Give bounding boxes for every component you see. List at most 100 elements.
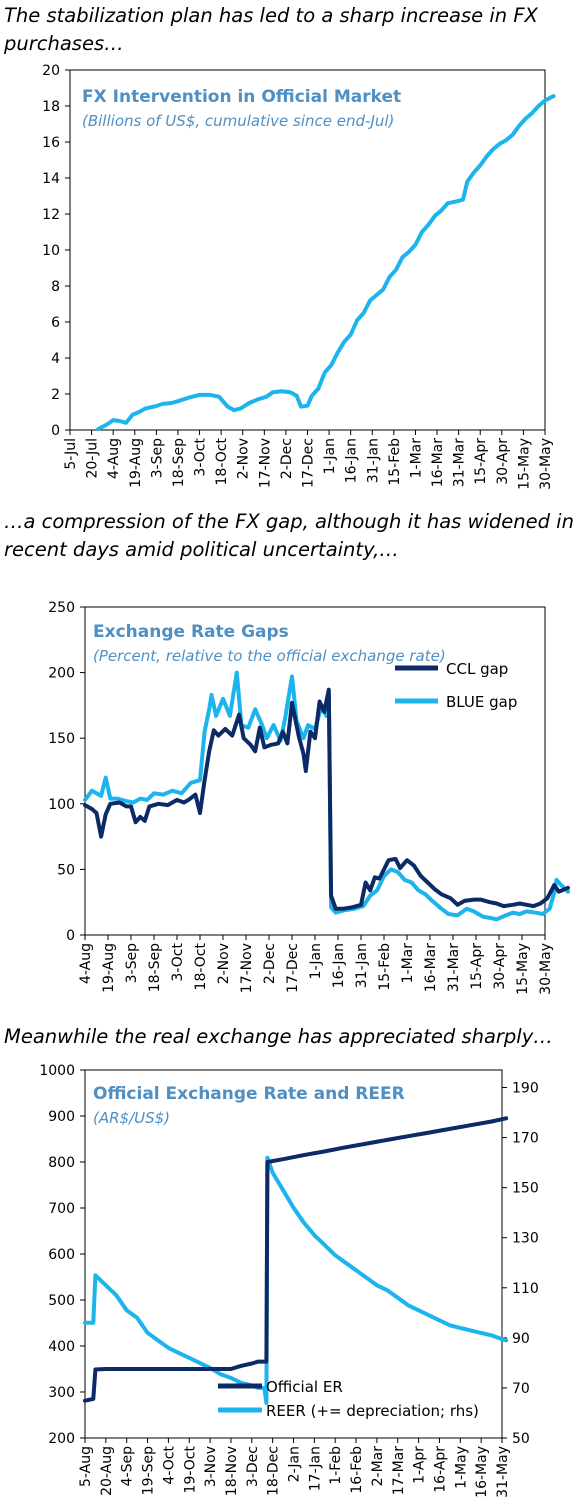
x-tick-label: 2-Nov — [216, 943, 232, 984]
x-tick-label: 30-May — [538, 943, 554, 995]
x-tick-label: 3-Sep — [124, 943, 140, 983]
x-tick-label: 1-Jan — [322, 438, 338, 474]
x-tick-label: 15-Apr — [473, 438, 489, 485]
x-tick-label: 18-Dec — [266, 1446, 282, 1496]
x-tick-label: 17-Mar — [391, 1446, 407, 1496]
series-line-fx-intervention — [96, 94, 556, 432]
y-tick-label: 4 — [51, 351, 60, 367]
x-tick-label: 31-Mar — [452, 438, 468, 488]
y-tick-label: 400 — [48, 1339, 75, 1355]
y-right-tick-label: 90 — [512, 1331, 530, 1347]
y-tick-label: 0 — [51, 423, 60, 439]
legend-label-reer: REER (+= depreciation; rhs) — [266, 1402, 479, 1420]
y-tick-label: 20 — [42, 63, 60, 79]
x-tick-label: 30-Apr — [495, 438, 511, 485]
y-tick-label: 100 — [48, 797, 75, 813]
caption-fx-gap-line2: recent days amid political uncertainty,… — [4, 538, 399, 561]
x-tick-label: 15-Feb — [387, 438, 403, 486]
fx-intervention-chart: 0 2 4 6 8 10 12 14 16 18 20 5-Jul 20-Jul 4-Aug 19-Aug… — [42, 63, 556, 490]
x-tick-label: 20-Aug — [99, 1446, 115, 1496]
legend-label-official-er: Official ER — [266, 1378, 343, 1396]
y-right-tick-label: 190 — [512, 1081, 539, 1097]
x-tick-label: 2-Dec — [279, 438, 295, 479]
chart-subtitle: (AR$/US$) — [93, 1109, 170, 1127]
x-tick-label: 4-Sep — [120, 1446, 136, 1486]
x-tick-label: 15-Feb — [377, 943, 393, 991]
legend-label-blue: BLUE gap — [446, 693, 517, 711]
y-tick-label: 800 — [48, 1155, 75, 1171]
x-tick-label: 4-Aug — [78, 943, 94, 984]
y-tick-label: 8 — [51, 279, 60, 295]
x-tick-label: 17-Jan — [307, 1446, 323, 1491]
x-tick-label: 20-Jul — [85, 438, 101, 479]
x-tick-label: 19-Aug — [101, 943, 117, 993]
y-tick-label: 6 — [51, 315, 60, 331]
x-tick-label: 16-Feb — [349, 1446, 365, 1494]
chart-title: Exchange Rate Gaps — [93, 622, 289, 642]
x-tick-label: 1-Feb — [328, 1446, 344, 1485]
official-er-reer-chart: 200 300 400 500 600 700 800 900 1000 50 70 90 110 130… — [39, 1063, 539, 1498]
x-tick-label: 31-Mar — [446, 943, 462, 993]
x-tick-label: 1-Jan — [308, 943, 324, 979]
y-tick-label: 900 — [48, 1109, 75, 1125]
x-tick-label: 5-Jul — [63, 438, 79, 470]
x-tick-label: 16-Mar — [423, 943, 439, 993]
caption-fx-gap-line1: …a compression of the FX gap, although i… — [4, 510, 574, 533]
y-tick-label: 600 — [48, 1247, 75, 1263]
chart-subtitle: (Percent, relative to the official excha… — [93, 647, 446, 665]
y-tick-label: 2 — [51, 387, 60, 403]
x-tick-label: 18-Nov — [224, 1446, 240, 1496]
legend-label-ccl: CCL gap — [446, 660, 508, 678]
y-tick-label: 200 — [48, 666, 75, 682]
legend: CCL gap BLUE gap — [395, 660, 517, 711]
x-tick-label: 4-Oct — [161, 1445, 177, 1484]
x-tick-label: 18-Sep — [147, 943, 163, 992]
x-tick-label: 15-May — [515, 943, 531, 995]
x-tick-label: 18-Sep — [171, 438, 187, 487]
x-tick-label: 5-Aug — [78, 1446, 94, 1487]
series-line-ccl-gap — [83, 687, 570, 911]
x-tick-label: 18-Oct — [193, 942, 209, 990]
x-tick-label: 30-May — [538, 438, 554, 490]
x-tick-label: 16-Apr — [432, 1446, 448, 1493]
x-tick-label: 19-Oct — [182, 1445, 198, 1493]
series-line-official-er — [83, 1116, 509, 1403]
x-tick-label: 17-Nov — [257, 438, 273, 488]
x-tick-label: 3-Sep — [149, 438, 165, 478]
legend: Official ER REER (+= depreciation; rhs) — [218, 1378, 479, 1420]
x-tick-label: 19-Aug — [128, 438, 144, 488]
x-tick-label: 16-Mar — [430, 438, 446, 488]
x-tick-label: 2-Jan — [287, 1446, 303, 1482]
y-tick-label: 200 — [48, 1431, 75, 1447]
y-tick-label: 10 — [42, 243, 60, 259]
x-tick-label: 19-Sep — [141, 1446, 157, 1495]
y-tick-label: 50 — [57, 862, 75, 878]
x-tick-label: 16-May — [474, 1446, 490, 1498]
x-tick-label: 3-Oct — [170, 942, 186, 981]
x-tick-label: 2-Mar — [370, 1446, 386, 1487]
y-right-tick-label: 110 — [512, 1281, 539, 1297]
y-tick-label: 0 — [66, 928, 75, 944]
x-tick-label: 31-Jan — [365, 438, 381, 483]
y-tick-label: 14 — [42, 171, 60, 187]
x-tick-label: 1-Apr — [412, 1446, 428, 1484]
x-tick-label: 31-May — [495, 1446, 511, 1498]
x-tick-label: 17-Dec — [285, 943, 301, 993]
series-line-reer — [83, 1155, 509, 1405]
x-tick-label: 15-Apr — [469, 943, 485, 990]
y-right-tick-label: 170 — [512, 1131, 539, 1147]
y-right-tick-label: 130 — [512, 1231, 539, 1247]
y-tick-label: 150 — [48, 731, 75, 747]
caption-fx-purchases-line2: purchases… — [4, 32, 124, 55]
x-tick-label: 3-Oct — [193, 437, 209, 476]
x-tick-label: 16-Jan — [344, 438, 360, 483]
chart-subtitle: (Billions of US$, cumulative since end-J… — [82, 112, 394, 130]
x-tick-label: 1-Mar — [400, 943, 416, 984]
x-tick-label: 30-Apr — [492, 943, 508, 990]
y-tick-label: 300 — [48, 1385, 75, 1401]
x-tick-label: 31-Jan — [354, 943, 370, 988]
y-right-tick-label: 150 — [512, 1181, 539, 1197]
x-tick-label: 3-Dec — [245, 1446, 261, 1487]
y-right-tick-label: 50 — [512, 1431, 530, 1447]
chart-title: Official Exchange Rate and REER — [93, 1084, 405, 1104]
